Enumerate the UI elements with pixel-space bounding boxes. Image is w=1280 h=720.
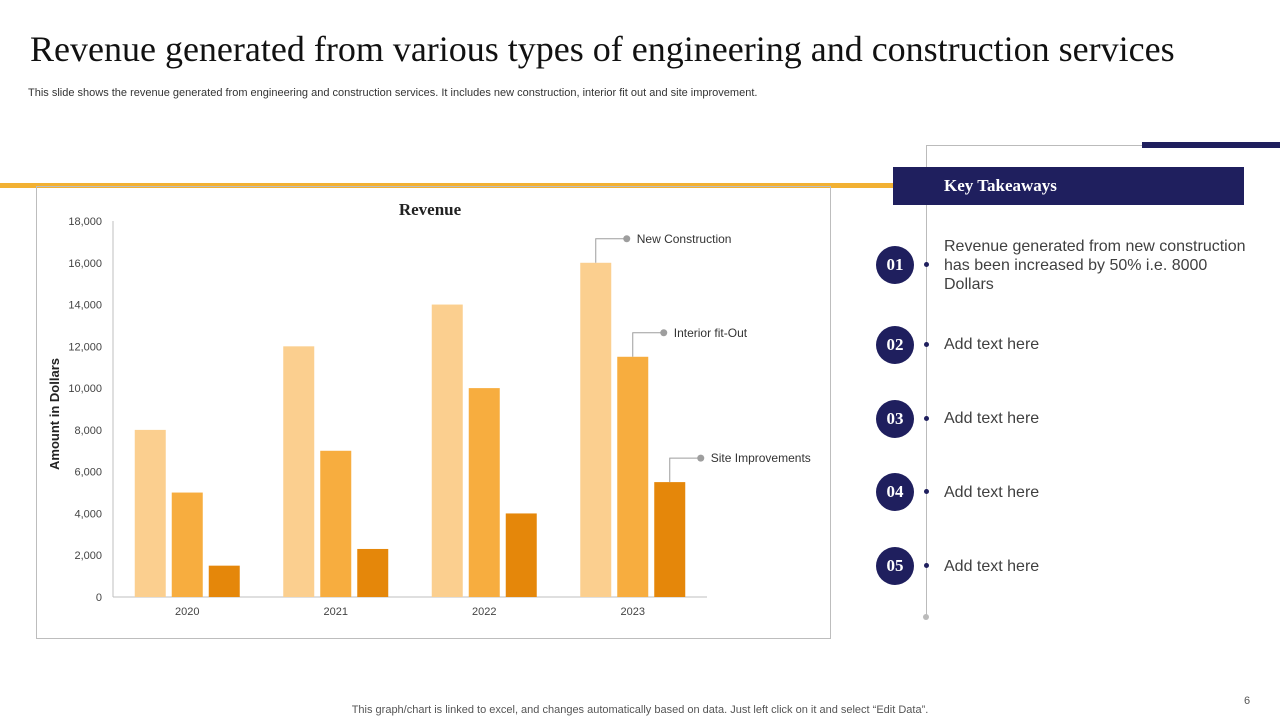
timeline-end-dot	[923, 614, 929, 620]
x-tick-label: 2022	[472, 606, 496, 618]
takeaway-text[interactable]: Add text here	[944, 558, 1040, 575]
page-number: 6	[1244, 695, 1251, 707]
chart-svg: Revenue Amount in Dollars 0 2,000 4,000 6,0…	[47, 200, 811, 618]
takeaway-number: 04	[876, 473, 914, 511]
timeline-dot	[924, 489, 929, 494]
series-callout-line	[669, 457, 701, 483]
series-callout-dot	[623, 235, 631, 243]
series-callout-line	[632, 332, 664, 357]
series-callout-line	[595, 238, 627, 263]
footer-note: This graph/chart is linked to excel, and…	[351, 704, 929, 716]
navy-accent-bar	[1142, 142, 1280, 148]
series-label: Interior fit-Out	[674, 326, 748, 340]
timeline-top-line	[926, 145, 1142, 146]
takeaway-number: 05	[876, 547, 914, 585]
y-tick-label: 10,000	[68, 383, 102, 395]
y-tick-label: 14,000	[68, 300, 102, 312]
series-callout-dot	[697, 454, 705, 462]
y-tick-label: 4,000	[74, 508, 102, 520]
takeaway-text[interactable]: Add text here	[944, 484, 1040, 501]
takeaway-text[interactable]: Revenue generated from new construction …	[944, 238, 1246, 293]
takeaway-text[interactable]: Add text here	[944, 410, 1040, 427]
series-label: New Construction	[637, 232, 732, 246]
timeline-line	[926, 145, 927, 617]
bar-2021-1	[283, 346, 315, 597]
bar-2020-2	[171, 492, 203, 597]
revenue-chart[interactable]: Revenue Amount in Dollars 0 2,000 4,000 6,0…	[36, 186, 831, 639]
y-tick-label: 12,000	[68, 341, 102, 353]
series-callout-dot	[660, 329, 668, 337]
y-tick-label: 16,000	[68, 258, 102, 270]
bar-2023-1	[580, 262, 612, 597]
bar-2020-3	[208, 565, 240, 597]
series-label: Site Improvements	[711, 451, 811, 465]
takeaway-number: 03	[876, 400, 914, 438]
y-tick-label: 6,000	[74, 467, 102, 479]
bar-2022-1	[431, 304, 463, 597]
bar-2021-3	[357, 548, 389, 597]
x-tick-label: 2023	[621, 606, 645, 618]
x-tick-label: 2021	[324, 606, 348, 618]
timeline-dot	[924, 563, 929, 568]
y-tick-label: 18,000	[68, 216, 102, 228]
y-tick-label: 2,000	[74, 550, 102, 562]
chart-title: Revenue	[399, 200, 462, 219]
y-tick-label: 8,000	[74, 425, 102, 437]
bar-2023-3	[654, 482, 686, 597]
takeaway-number: 01	[876, 246, 914, 284]
timeline-dot	[924, 262, 929, 267]
y-axis-label: Amount in Dollars	[47, 358, 62, 470]
bar-2023-2	[617, 356, 649, 597]
timeline-dot	[924, 342, 929, 347]
y-tick-label: 0	[96, 592, 102, 604]
timeline-dot	[924, 416, 929, 421]
slide-subtitle: This slide shows the revenue generated f…	[28, 87, 758, 99]
bar-2020-1	[134, 429, 166, 597]
bar-2022-2	[468, 388, 500, 597]
slide-title: Revenue generated from various types of …	[30, 29, 1175, 69]
bar-2021-2	[320, 450, 352, 597]
x-tick-label: 2020	[175, 606, 199, 618]
orange-divider	[0, 183, 900, 188]
takeaway-number: 02	[876, 326, 914, 364]
takeaway-text[interactable]: Add text here	[944, 336, 1040, 353]
bar-2022-3	[505, 513, 537, 597]
key-takeaways-header: Key Takeaways	[893, 167, 1244, 205]
